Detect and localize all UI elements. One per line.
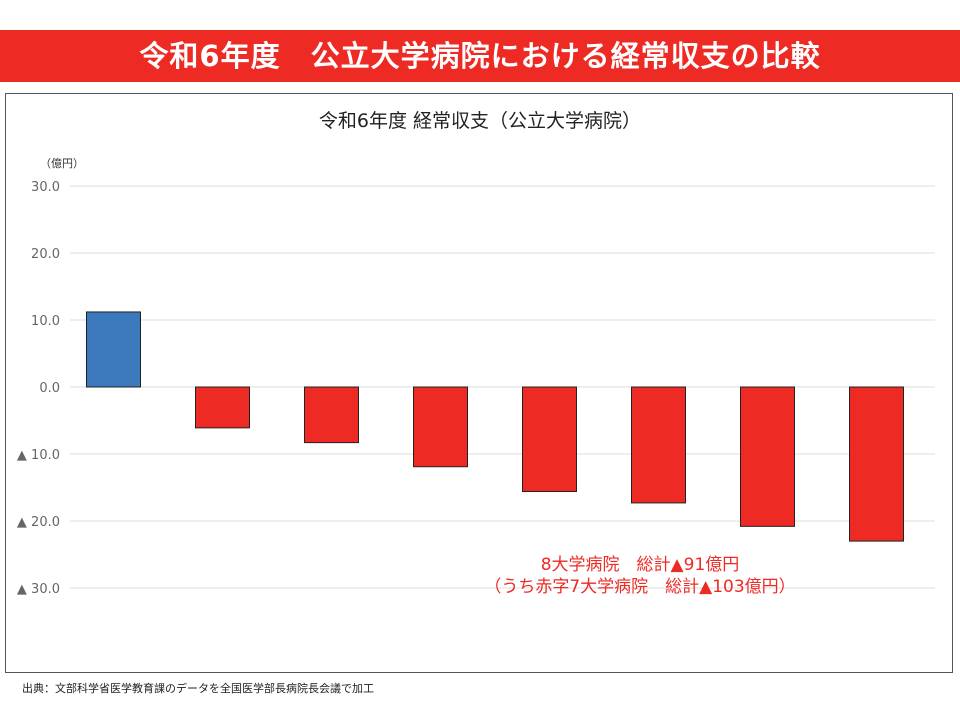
chart-title: 令和6年度 経常収支（公立大学病院） xyxy=(318,110,642,132)
y-tick-label: ▲ 20.0 xyxy=(17,515,60,530)
page-banner-title: 令和6年度 公立大学病院における経常収支の比較 xyxy=(0,30,960,82)
bar xyxy=(413,386,468,468)
y-tick-label: ▲ 30.0 xyxy=(17,582,60,597)
annotation-line-2: （うち赤字7大学病院 総計▲103億円） xyxy=(484,577,796,597)
bar xyxy=(740,386,795,527)
bar xyxy=(195,386,250,429)
y-tick-label: 10.0 xyxy=(31,314,60,329)
bar xyxy=(86,311,141,388)
bar xyxy=(849,386,904,542)
annotation-line-1: 8大学病院 総計▲91億円 xyxy=(540,555,740,575)
chart-annotation: 8大学病院 総計▲91億円 （うち赤字7大学病院 総計▲103億円） xyxy=(380,554,900,598)
y-axis-unit: （億円） xyxy=(40,157,84,170)
bar xyxy=(522,386,577,493)
y-tick-label: 30.0 xyxy=(31,180,60,195)
y-tick-label: 20.0 xyxy=(31,247,60,262)
chart-frame xyxy=(5,93,953,673)
source-note: 出典：文部科学省医学教育課のデータを全国医学部長病院長会議で加工 xyxy=(22,682,374,695)
y-tick-label: ▲ 10.0 xyxy=(17,448,60,463)
bar xyxy=(304,386,359,444)
y-tick-label: 0.0 xyxy=(39,381,60,396)
bar xyxy=(631,386,686,504)
